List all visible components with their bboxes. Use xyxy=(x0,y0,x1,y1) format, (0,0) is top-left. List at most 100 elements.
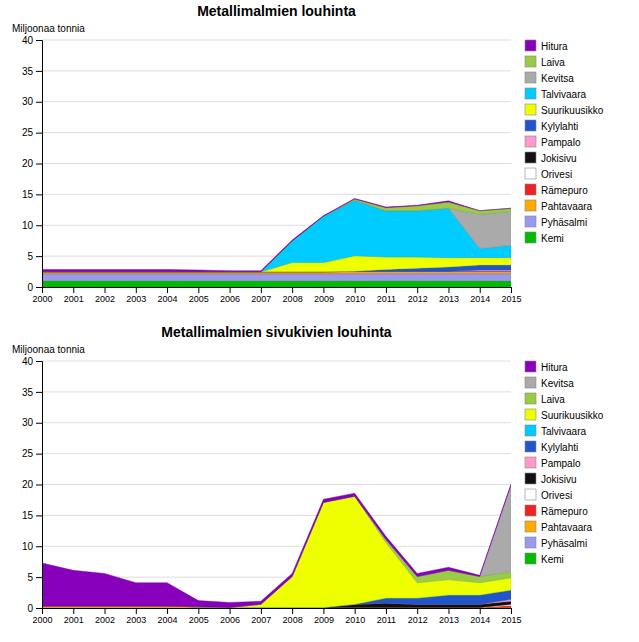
tick: 0 xyxy=(27,282,42,293)
legend-item: Rämepuro xyxy=(525,505,588,517)
tick-label: 2004 xyxy=(158,615,178,625)
legend-label: Orivesi xyxy=(541,169,572,180)
tick-mark xyxy=(36,546,42,547)
chart-title: Metallimalmien sivukivien louhinta xyxy=(161,324,391,340)
grid-line xyxy=(42,163,511,164)
tick: 2011 xyxy=(377,608,396,625)
legend-label: Jokisivu xyxy=(541,153,577,164)
tick-mark xyxy=(42,608,43,614)
legend-swatch xyxy=(525,216,536,227)
legend-label: Kemi xyxy=(541,554,564,565)
tick-label: 35 xyxy=(22,66,34,77)
tick-label: 2013 xyxy=(439,294,459,304)
legend-item: Jokisivu xyxy=(525,473,577,485)
tick-mark xyxy=(386,287,387,293)
legend-item: Pampalo xyxy=(525,136,581,148)
tick-label: 0 xyxy=(27,603,33,614)
tick-label: 2014 xyxy=(470,294,490,304)
legend-item: Pyhäsalmi xyxy=(525,216,587,228)
tick-mark xyxy=(355,287,356,293)
tick-label: 2012 xyxy=(408,615,428,625)
legend-item: Laiva xyxy=(525,393,565,405)
axis-line xyxy=(43,288,512,294)
tick-mark xyxy=(36,361,42,362)
tick-mark xyxy=(42,287,43,293)
tick-label: 2003 xyxy=(126,294,146,304)
tick: 30 xyxy=(22,417,42,428)
area-series xyxy=(42,281,511,287)
grid-line xyxy=(42,361,511,362)
chart-title: Metallimalmien louhinta xyxy=(197,3,356,19)
legend: HituraLaivaKevitsaTalvivaaraSuurikuusikk… xyxy=(525,40,604,244)
tick-mark xyxy=(355,608,356,614)
chart-panel: Metallimalmien sivukivien louhinta Miljoo… xyxy=(12,324,604,625)
legend-item: Pampalo xyxy=(525,457,581,469)
legend-swatch xyxy=(525,104,536,115)
tick: 40 xyxy=(22,35,42,46)
tick: 10 xyxy=(22,541,42,552)
tick-label: 2010 xyxy=(345,294,365,304)
legend-label: Rämepuro xyxy=(541,506,588,517)
tick-mark xyxy=(36,71,42,72)
tick-label: 2009 xyxy=(314,294,334,304)
tick: 15 xyxy=(22,510,42,521)
legend-label: Hitura xyxy=(541,41,568,52)
tick: 2014 xyxy=(470,287,490,304)
legend-item: Laiva xyxy=(525,56,565,68)
grid-line xyxy=(42,453,511,454)
legend-swatch xyxy=(525,505,536,516)
grid-line xyxy=(42,101,511,102)
y-axis-label: Miljoonaa tonnia xyxy=(12,344,85,355)
grid xyxy=(42,361,511,608)
tick: 2002 xyxy=(95,287,115,304)
tick: 2013 xyxy=(439,287,459,304)
tick-mark xyxy=(36,423,42,424)
area-series xyxy=(42,484,511,608)
legend-label: Kylylahti xyxy=(541,442,578,453)
axis-line xyxy=(36,362,43,609)
tick-mark xyxy=(73,287,74,293)
tick: 2006 xyxy=(220,608,240,625)
tick-label: 2009 xyxy=(314,615,334,625)
legend-swatch xyxy=(525,232,536,243)
tick: 2012 xyxy=(408,287,428,304)
tick: 2007 xyxy=(251,287,271,304)
tick: 2012 xyxy=(408,608,428,625)
tick-label: 2003 xyxy=(126,615,146,625)
legend-item: Hitura xyxy=(525,40,568,52)
tick-mark xyxy=(36,515,42,516)
tick-mark xyxy=(292,608,293,614)
tick-mark xyxy=(36,392,42,393)
legend-swatch xyxy=(525,88,536,99)
grid-line xyxy=(42,515,511,516)
tick: 15 xyxy=(22,189,42,200)
legend-swatch xyxy=(525,72,536,83)
tick-label: 2002 xyxy=(95,294,115,304)
tick: 25 xyxy=(22,448,42,459)
tick: 2005 xyxy=(189,287,209,304)
legend-item: Talvivaara xyxy=(525,88,586,100)
tick: 5 xyxy=(27,251,42,262)
grid xyxy=(42,40,511,287)
tick: 2010 xyxy=(345,287,365,304)
tick-label: 2014 xyxy=(470,615,490,625)
x-axis: 2000200120022003200420052006200720082009… xyxy=(32,287,521,304)
legend-label: Talvivaara xyxy=(541,426,586,437)
tick: 2009 xyxy=(314,608,334,625)
tick: 2011 xyxy=(377,287,396,304)
legend-label: Pampalo xyxy=(541,458,581,469)
legend-swatch xyxy=(525,521,536,532)
tick: 2014 xyxy=(470,608,490,625)
legend-item: Pyhäsalmi xyxy=(525,537,587,549)
legend-label: Suurikuusikko xyxy=(541,105,604,116)
tick-mark xyxy=(36,133,42,134)
tick-label: 5 xyxy=(27,251,33,262)
legend: HituraKevitsaLaivaSuurikuusikkoTalvivaar… xyxy=(525,361,604,565)
tick: 2004 xyxy=(158,608,178,625)
tick-label: 5 xyxy=(27,572,33,583)
tick-mark xyxy=(105,287,106,293)
axis-line xyxy=(36,41,43,288)
tick: 2001 xyxy=(64,608,84,625)
tick-label: 2001 xyxy=(64,615,84,625)
tick: 2000 xyxy=(32,608,52,625)
